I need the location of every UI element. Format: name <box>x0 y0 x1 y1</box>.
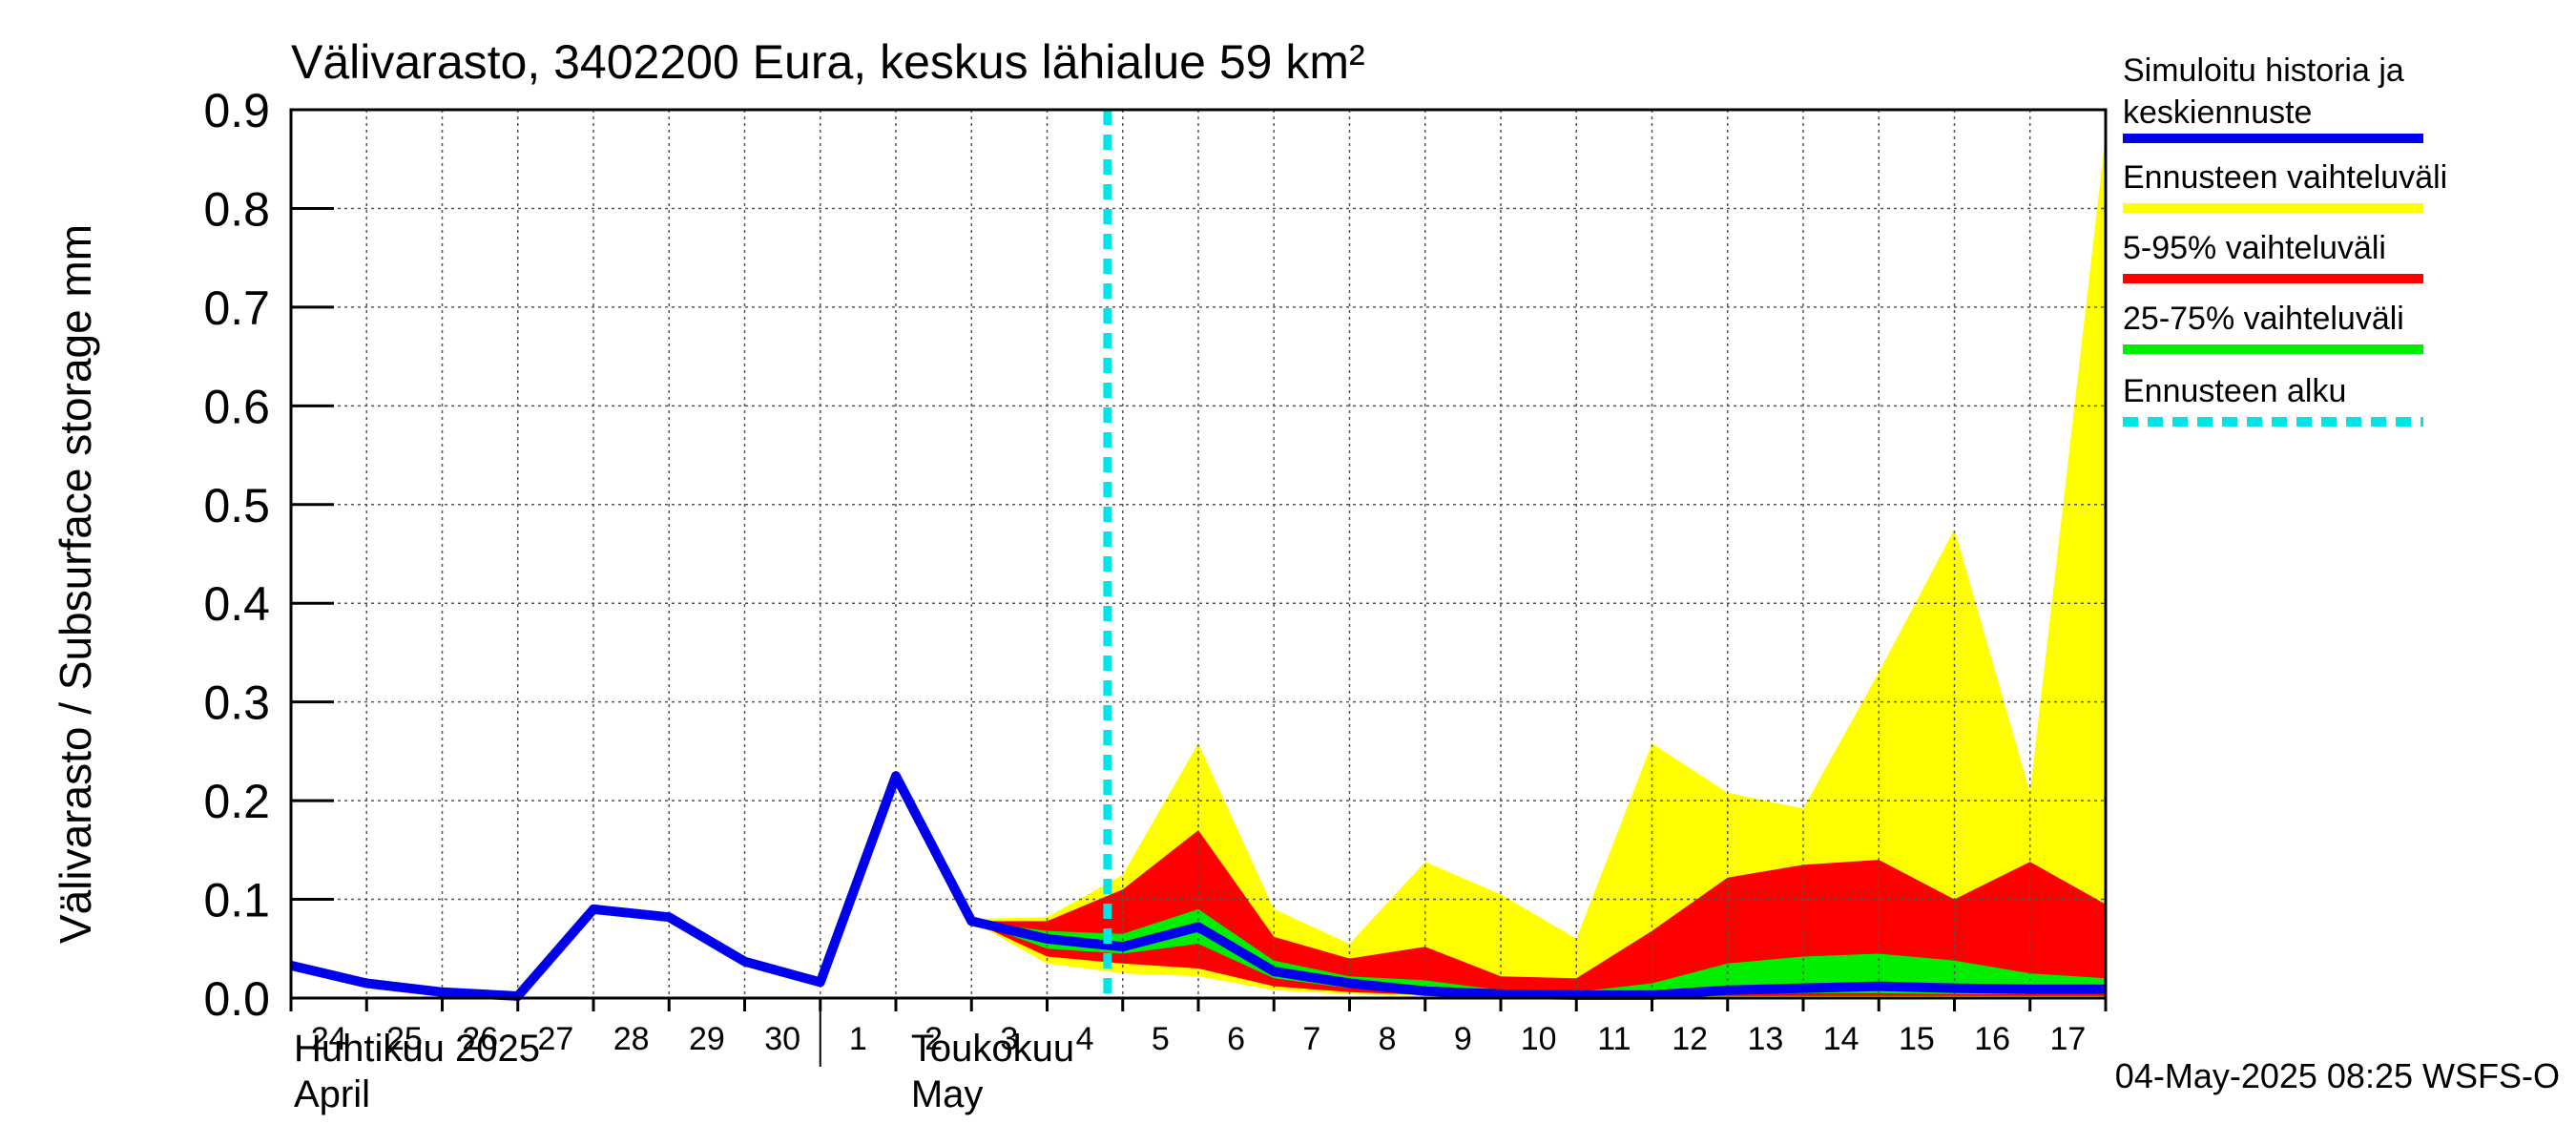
x-tick-label: 28 <box>613 1021 650 1057</box>
x-tick-label: 15 <box>1899 1021 1935 1057</box>
legend-label: 25-75% vaihteluväli <box>2123 301 2404 337</box>
legend: Simuloitu historia ja keskiennuste Ennuste… <box>2123 52 2447 427</box>
month-label-fi: Toukokuu <box>911 1028 1074 1070</box>
axes: 0.00.10.20.30.40.50.60.70.80.924 25 26 27 28… <box>203 84 2108 1115</box>
series-line-mean <box>289 771 2106 1001</box>
x-tick-label: 9 <box>1454 1021 1472 1057</box>
legend-label: keskiennuste <box>2123 94 2312 131</box>
x-tick-label: 14 <box>1823 1021 1859 1057</box>
y-tick-label: 0.1 <box>203 874 270 927</box>
x-tick-label: 29 <box>689 1021 725 1057</box>
timestamp-footer: 04-May-2025 08:25 WSFS-O <box>2115 1056 2560 1095</box>
x-tick-label: 6 <box>1227 1021 1245 1057</box>
x-tick-label: 16 <box>1974 1021 2010 1057</box>
x-tick-label: 30 <box>764 1021 800 1057</box>
legend-label: Simuloitu historia ja <box>2123 52 2404 89</box>
x-tick-label: 24 <box>311 1021 347 1057</box>
y-tick-label: 0.0 <box>203 972 270 1026</box>
forecast-bands <box>971 134 2106 997</box>
x-tick-label: 2 <box>924 1021 943 1057</box>
y-tick-label: 0.9 <box>203 84 270 137</box>
x-tick-label: 25 <box>386 1021 423 1057</box>
y-tick-label: 0.4 <box>203 577 270 631</box>
x-tick-label: 13 <box>1747 1021 1783 1057</box>
x-tick-label: 10 <box>1521 1021 1557 1057</box>
y-tick-label: 0.8 <box>203 182 270 236</box>
x-tick-label: 27 <box>537 1021 573 1057</box>
x-tick-label: 3 <box>1000 1021 1018 1057</box>
x-tick-label: 12 <box>1672 1021 1708 1057</box>
band-2 <box>971 908 2106 995</box>
y-tick-label: 0.5 <box>203 479 270 532</box>
month-label-en: April <box>294 1073 370 1115</box>
x-tick-label: 5 <box>1152 1021 1170 1057</box>
legend-label: Ennusteen vaihteluväli <box>2123 159 2447 196</box>
x-tick-label: 1 <box>849 1021 867 1057</box>
y-axis-label: Välivarasto / Subsurface storage mm <box>51 224 100 944</box>
x-tick-label: 7 <box>1302 1021 1320 1057</box>
legend-label: Ennusteen alku <box>2123 373 2346 409</box>
y-tick-label: 0.2 <box>203 775 270 828</box>
chart-title: Välivarasto, 3402200 Eura, keskus lähial… <box>291 35 1365 89</box>
legend-label: 5-95% vaihteluväli <box>2123 230 2386 266</box>
band-0 <box>971 134 2106 997</box>
month-label-en: May <box>911 1073 984 1115</box>
series-lines <box>289 110 2106 1001</box>
x-tick-label: 26 <box>462 1021 498 1057</box>
y-tick-label: 0.6 <box>203 380 270 433</box>
month-label-fi: Huhtikuu 2025 <box>294 1028 540 1070</box>
x-tick-label: 17 <box>2049 1021 2086 1057</box>
x-tick-label: 8 <box>1379 1021 1397 1057</box>
y-tick-label: 0.3 <box>203 677 270 730</box>
x-tick-label: 4 <box>1076 1021 1094 1057</box>
y-tick-label: 0.7 <box>203 281 270 335</box>
x-tick-label: 11 <box>1597 1021 1631 1057</box>
